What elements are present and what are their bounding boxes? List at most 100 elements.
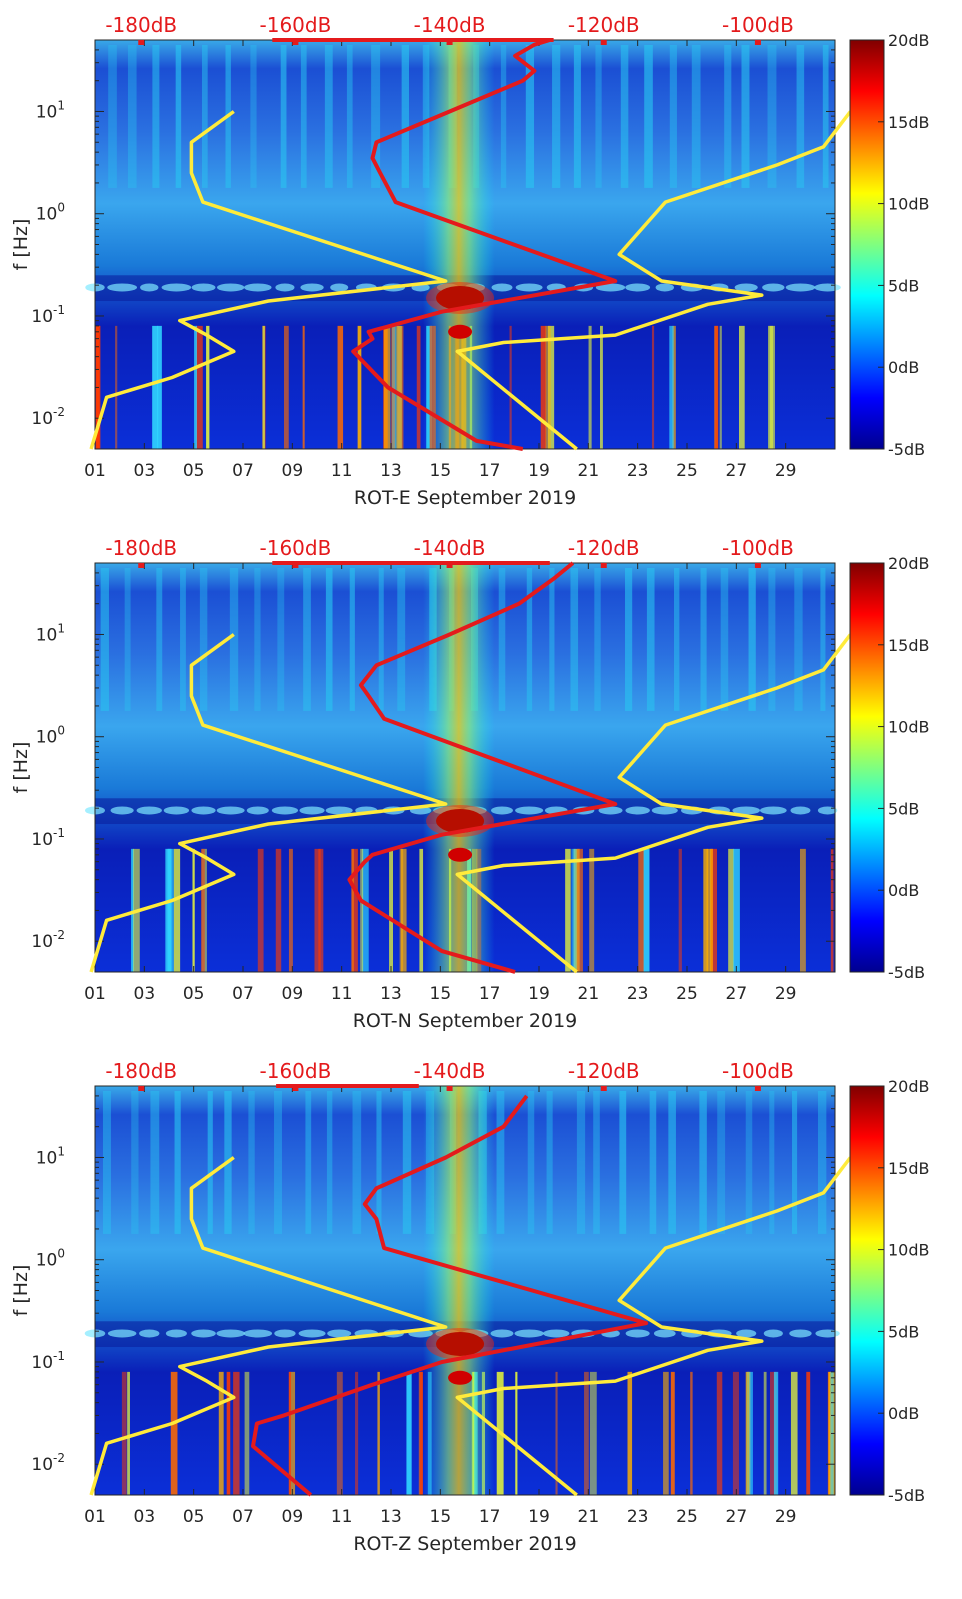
- x-tick-label: 05: [183, 461, 205, 481]
- x-axis-label: ROT-N September 2019: [353, 1010, 578, 1032]
- daily-burst: [525, 45, 535, 188]
- microseism-blob: [216, 283, 245, 292]
- daily-burst: [594, 568, 601, 711]
- microseism-blob: [651, 806, 678, 815]
- daily-burst: [699, 1091, 707, 1234]
- low-frequency-streak: [131, 848, 134, 972]
- daily-burst: [254, 568, 261, 711]
- y-tick-label: 101: [36, 98, 65, 122]
- x-tick-label: 03: [134, 461, 156, 481]
- top-db-tick: [446, 563, 453, 568]
- daily-burst: [305, 1091, 312, 1234]
- colorbar-label: 0dB: [888, 881, 919, 900]
- microseism-blob: [625, 1329, 650, 1338]
- low-frequency-streak: [233, 1371, 240, 1495]
- x-tick-label: 27: [726, 461, 748, 481]
- x-tick-label: 23: [627, 1507, 649, 1527]
- microseism-blob: [491, 806, 513, 815]
- low-frequency-streak: [399, 848, 404, 972]
- daily-burst: [570, 568, 579, 711]
- low-frequency-streak: [599, 325, 603, 449]
- low-frequency-streak: [643, 848, 650, 972]
- microseism-blob: [246, 806, 269, 815]
- low-frequency-streak: [218, 1371, 224, 1495]
- daily-burst: [745, 1091, 753, 1234]
- spectrogram-panel-2: 01 03 05 07 09 11 13 15 17 19 21 23 25 27 29 -180dB -160…: [10, 536, 930, 1032]
- y-axis-label: f [Hz]: [10, 1265, 32, 1317]
- daily-burst: [768, 568, 776, 711]
- low-frequency-streak: [419, 848, 424, 972]
- x-tick-label: 07: [232, 461, 254, 481]
- x-tick-label: 13: [380, 984, 402, 1004]
- daily-burst: [300, 45, 307, 188]
- daily-burst: [280, 45, 287, 188]
- low-frequency-streak: [670, 1371, 675, 1495]
- microseism-blob: [515, 283, 543, 292]
- top-db-tick: [292, 40, 299, 45]
- microseism-blob: [653, 1329, 676, 1338]
- microseism-blob: [655, 283, 675, 292]
- low-frequency-streak: [361, 848, 369, 972]
- x-tick-label: 23: [627, 461, 649, 481]
- colorbar-label: 5dB: [888, 799, 919, 818]
- top-db-tick: [138, 563, 145, 568]
- low-frequency-streak: [540, 325, 547, 449]
- microseism-blob: [275, 283, 295, 292]
- x-tick-label: 09: [282, 1507, 304, 1527]
- microseism-blob: [625, 806, 650, 815]
- daily-burst: [769, 1091, 775, 1234]
- top-db-label: -100dB: [722, 13, 794, 37]
- top-db-tick: [292, 563, 299, 568]
- low-frequency-streak: [157, 325, 162, 449]
- low-frequency-streak: [719, 325, 722, 449]
- x-tick-label: 29: [775, 1507, 797, 1527]
- low-frequency-streak: [257, 848, 264, 972]
- red-overlay-line: [347, 561, 618, 974]
- daily-burst: [817, 1091, 827, 1234]
- low-frequency-streak: [678, 848, 682, 972]
- low-frequency-streak: [195, 325, 203, 449]
- hotspot: [436, 808, 485, 833]
- low-frequency-streak: [733, 848, 740, 972]
- colorbar-label: 0dB: [888, 1404, 919, 1423]
- low-frequency-streak: [262, 325, 265, 449]
- microseism-blob: [595, 283, 626, 292]
- central-column: [423, 1086, 495, 1495]
- colorbar-label: 10dB: [888, 1241, 930, 1260]
- x-tick-label: 27: [726, 984, 748, 1004]
- colorbar: [849, 39, 885, 450]
- low-frequency-streak: [152, 325, 159, 449]
- hotspot-halo: [426, 1327, 495, 1360]
- daily-burst: [796, 45, 805, 188]
- microseism-blob: [216, 806, 245, 815]
- x-tick-label: 09: [282, 984, 304, 1004]
- colorbar-label: 20dB: [888, 1077, 930, 1096]
- x-tick-label: 21: [578, 1507, 600, 1527]
- microseism-blob: [817, 806, 838, 815]
- low-frequency-streak: [336, 1371, 343, 1495]
- low-frequency-streak: [571, 848, 576, 972]
- daily-burst: [669, 45, 677, 188]
- daily-burst: [248, 1091, 255, 1234]
- y-tick-label: 100: [36, 201, 65, 225]
- microseism-blob: [598, 806, 623, 815]
- x-tick-label: 29: [775, 984, 797, 1004]
- microseism-blob: [191, 283, 216, 292]
- red-overlay-line: [351, 38, 618, 451]
- colorbar-label: 15dB: [888, 113, 930, 132]
- x-tick-label: 17: [479, 461, 501, 481]
- yellow-overlay-line: [455, 110, 852, 451]
- low-frequency-streak: [201, 848, 205, 972]
- daily-burst: [717, 1091, 726, 1234]
- daily-burst: [229, 568, 239, 711]
- top-db-tick: [446, 1086, 453, 1091]
- x-tick-label: 07: [232, 984, 254, 1004]
- daily-burst: [124, 568, 131, 711]
- low-frequency-streak: [806, 1371, 811, 1495]
- microseism-blob: [274, 1329, 296, 1338]
- low-frequency-streak: [770, 1371, 777, 1495]
- low-frequency-streak: [589, 1371, 597, 1495]
- x-tick-label: 15: [430, 984, 452, 1004]
- microseism-blob: [789, 1329, 812, 1338]
- low-frequency-streak: [419, 1371, 423, 1495]
